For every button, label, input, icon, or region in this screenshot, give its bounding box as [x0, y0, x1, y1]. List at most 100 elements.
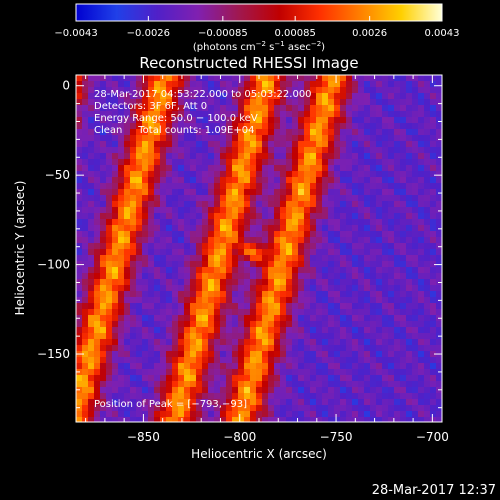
- heatmap-cell: [328, 273, 335, 280]
- heatmap-cell: [304, 207, 311, 214]
- heatmap-cell: [406, 213, 413, 220]
- heatmap-cell: [424, 171, 431, 178]
- heatmap-cell: [226, 159, 233, 166]
- heatmap-cell: [352, 255, 359, 262]
- heatmap-cell: [76, 255, 83, 262]
- heatmap-cell: [94, 171, 101, 178]
- heatmap-cell: [322, 171, 329, 178]
- heatmap-cell: [388, 393, 395, 400]
- heatmap-cell: [334, 249, 341, 256]
- heatmap-cell: [202, 177, 209, 184]
- heatmap-cell: [262, 87, 269, 94]
- heatmap-cell: [112, 141, 119, 148]
- heatmap-cell: [118, 387, 125, 394]
- heatmap-cell: [304, 315, 311, 322]
- heatmap-cell: [208, 327, 215, 334]
- heatmap-cell: [304, 321, 311, 328]
- heatmap-cell: [418, 195, 425, 202]
- heatmap-cell: [280, 405, 287, 412]
- heatmap-cell: [130, 129, 137, 136]
- heatmap-cell: [118, 123, 125, 130]
- heatmap-cell: [286, 375, 293, 382]
- heatmap-cell: [364, 393, 371, 400]
- heatmap-cell: [118, 117, 125, 124]
- heatmap-cell: [154, 237, 161, 244]
- heatmap-cell: [238, 333, 245, 340]
- heatmap-cell: [412, 189, 419, 196]
- heatmap-cell: [82, 171, 89, 178]
- heatmap-cell: [322, 351, 329, 358]
- heatmap-cell: [76, 345, 83, 352]
- heatmap-cell: [106, 201, 113, 208]
- heatmap-cell: [196, 405, 203, 412]
- heatmap-cell: [274, 297, 281, 304]
- heatmap-cell: [340, 381, 347, 388]
- heatmap-cell: [316, 147, 323, 154]
- heatmap-cell: [100, 255, 107, 262]
- heatmap-cell: [172, 189, 179, 196]
- heatmap-cell: [268, 87, 275, 94]
- heatmap-cell: [340, 267, 347, 274]
- heatmap-cell: [430, 213, 437, 220]
- heatmap-cell: [310, 375, 317, 382]
- heatmap-cell: [424, 309, 431, 316]
- heatmap-cell: [382, 129, 389, 136]
- heatmap-cell: [292, 339, 299, 346]
- heatmap-cell: [430, 393, 437, 400]
- heatmap-cell: [130, 255, 137, 262]
- heatmap-cell: [394, 297, 401, 304]
- heatmap-cell: [94, 213, 101, 220]
- heatmap-cell: [406, 303, 413, 310]
- heatmap-cell: [178, 213, 185, 220]
- heatmap-cell: [208, 303, 215, 310]
- heatmap-cell: [172, 225, 179, 232]
- heatmap-cell: [352, 231, 359, 238]
- heatmap-cell: [406, 417, 413, 422]
- heatmap-cell: [316, 117, 323, 124]
- heatmap-cell: [94, 363, 101, 370]
- heatmap-cell: [172, 297, 179, 304]
- heatmap-cell: [190, 153, 197, 160]
- heatmap-cell: [322, 231, 329, 238]
- heatmap-cell: [226, 297, 233, 304]
- heatmap-cell: [274, 165, 281, 172]
- heatmap-cell: [310, 333, 317, 340]
- heatmap-cell: [250, 405, 257, 412]
- heatmap-cell: [106, 375, 113, 382]
- heatmap-cell: [262, 153, 269, 160]
- heatmap-cell: [256, 165, 263, 172]
- heatmap-cell: [202, 129, 209, 136]
- heatmap-cell: [196, 207, 203, 214]
- heatmap-cell: [238, 357, 245, 364]
- heatmap-cell: [364, 99, 371, 106]
- heatmap-cell: [196, 267, 203, 274]
- heatmap-cell: [382, 327, 389, 334]
- heatmap-cell: [94, 267, 101, 274]
- heatmap-cell: [340, 285, 347, 292]
- heatmap-cell: [160, 201, 167, 208]
- heatmap-cell: [316, 135, 323, 142]
- heatmap-cell: [364, 255, 371, 262]
- heatmap-cell: [322, 183, 329, 190]
- heatmap-cell: [208, 141, 215, 148]
- heatmap-cell: [226, 387, 233, 394]
- heatmap-cell: [88, 111, 95, 118]
- heatmap-cell: [82, 351, 89, 358]
- heatmap-cell: [334, 111, 341, 118]
- heatmap-cell: [304, 225, 311, 232]
- heatmap-cell: [148, 357, 155, 364]
- heatmap-cell: [190, 303, 197, 310]
- heatmap-cell: [412, 123, 419, 130]
- heatmap-cell: [262, 225, 269, 232]
- heatmap-cell: [202, 339, 209, 346]
- heatmap-cell: [430, 327, 437, 334]
- heatmap-cell: [136, 351, 143, 358]
- heatmap-cell: [208, 291, 215, 298]
- heatmap-cell: [292, 249, 299, 256]
- heatmap-cell: [310, 87, 317, 94]
- heatmap-cell: [184, 177, 191, 184]
- heatmap-cell: [130, 201, 137, 208]
- heatmap-cell: [154, 255, 161, 262]
- heatmap-cell: [148, 183, 155, 190]
- heatmap-cell: [346, 297, 353, 304]
